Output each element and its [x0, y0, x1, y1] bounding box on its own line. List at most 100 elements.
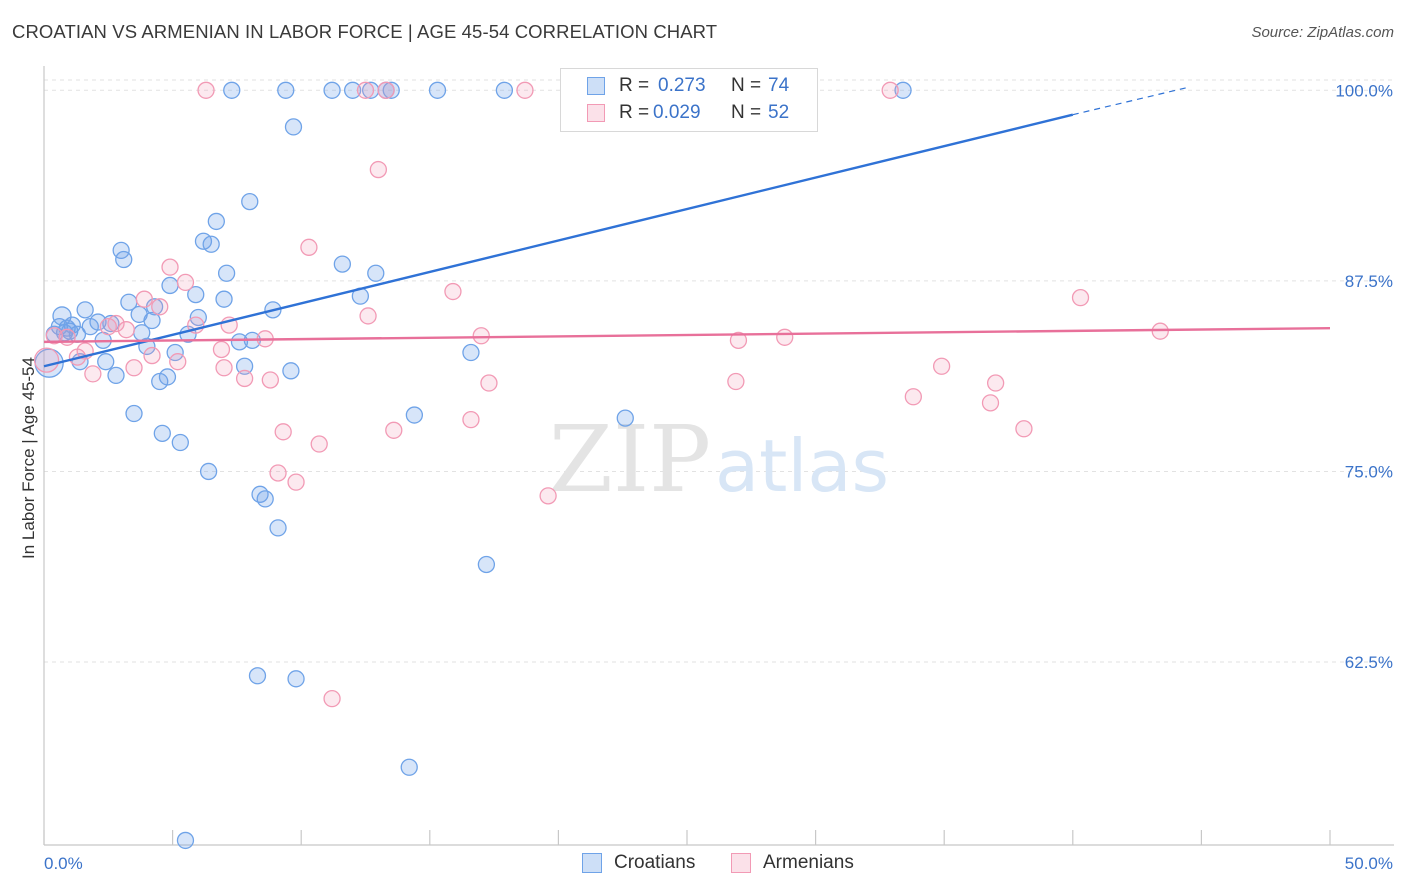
armenian-point	[300, 238, 318, 256]
legend-item-croatians[interactable]: Croatians	[582, 852, 712, 876]
axes	[43, 66, 1394, 846]
legend-item-armenians[interactable]: Armenians	[731, 852, 871, 876]
x-tick-label: 0.0%	[44, 854, 83, 873]
croatian-point	[287, 670, 305, 688]
armenian-point	[107, 314, 125, 333]
armenian-point	[377, 81, 395, 99]
n-label: N =	[731, 75, 762, 96]
armenian-point	[359, 307, 377, 325]
watermark: ZIP atlas	[549, 406, 889, 513]
croatian-point	[269, 519, 287, 537]
croatians-swatch-icon	[587, 77, 605, 95]
armenian-point	[385, 421, 403, 439]
croatian-point	[256, 490, 274, 508]
armenian-point	[356, 81, 375, 99]
armenian-point	[143, 346, 161, 365]
r-label: R =	[619, 75, 650, 96]
armenian-point	[729, 331, 748, 349]
croatian-point	[171, 433, 189, 452]
croatian-point	[367, 264, 385, 282]
armenian-point	[444, 282, 462, 301]
armenian-point	[169, 353, 187, 371]
armenian-point	[58, 328, 76, 346]
source-label: Source: ZipAtlas.com	[1251, 24, 1394, 41]
legend-row-armenians: R = 0.029 N = 52	[561, 102, 817, 126]
croatians-trend-line	[43, 113, 1074, 368]
armenian-point	[369, 160, 388, 179]
n-value: 74	[768, 75, 790, 96]
armenian-point	[539, 487, 557, 505]
croatian-point	[343, 81, 362, 99]
armenian-point	[1015, 420, 1033, 438]
armenian-point	[310, 435, 328, 453]
croatian-point	[616, 409, 634, 427]
y-tick-label: 75.0%	[1345, 462, 1393, 481]
croatian-point	[153, 424, 171, 442]
armenian-point	[1071, 288, 1090, 307]
croatian-point	[115, 250, 133, 269]
armenian-point	[215, 359, 233, 377]
croatian-point	[400, 758, 418, 776]
croatian-point	[217, 264, 236, 282]
armenians-legend-icon	[731, 853, 751, 873]
y-tick-label: 62.5%	[1345, 653, 1393, 672]
croatian-point	[333, 255, 352, 273]
croatians-legend-label: Croatians	[614, 852, 696, 873]
armenian-point	[197, 81, 215, 99]
croatian-point	[97, 353, 115, 371]
armenian-point	[981, 394, 1000, 412]
r-value: 0.029	[653, 102, 701, 123]
data-points	[33, 81, 1169, 850]
armenian-point	[135, 290, 153, 308]
croatian-point	[241, 192, 259, 211]
legend-row-croatians: R = 0.273 N = 74	[561, 75, 817, 99]
armenians-legend-label: Armenians	[763, 852, 854, 873]
croatian-point	[248, 667, 267, 685]
r-label: R =	[619, 102, 650, 123]
croatian-point	[58, 319, 76, 337]
armenian-point	[261, 371, 279, 389]
watermark-atlas: atlas	[715, 424, 889, 508]
croatian-point	[89, 313, 107, 331]
croatian-point	[428, 81, 447, 99]
croatian-point	[143, 311, 161, 330]
croatian-point	[477, 555, 496, 574]
croatian-point	[176, 831, 195, 850]
croatian-point	[894, 81, 912, 99]
croatian-point	[277, 81, 295, 99]
stats-legend: R = 0.273 N = 74 R = 0.029 N = 52	[560, 68, 818, 132]
croatian-point	[158, 368, 177, 386]
armenian-point	[151, 298, 169, 316]
armenian-point	[287, 473, 305, 491]
armenians-points	[33, 81, 1169, 708]
croatian-point	[199, 462, 218, 481]
armenian-point	[727, 372, 745, 391]
armenian-point	[323, 689, 341, 708]
armenian-point	[33, 347, 60, 373]
croatians-trend-extension	[1072, 86, 1189, 116]
croatian-point	[323, 81, 341, 99]
x-tick-label: 50.0%	[1345, 854, 1393, 873]
armenian-point	[269, 464, 287, 482]
armenian-point	[480, 374, 498, 392]
chart-title: CROATIAN VS ARMENIAN IN LABOR FORCE | AG…	[12, 21, 718, 42]
croatian-point	[187, 285, 205, 304]
croatian-point	[102, 314, 120, 333]
y-tick-label: 100.0%	[1335, 81, 1393, 100]
croatian-point	[161, 276, 179, 295]
croatian-point	[235, 357, 254, 375]
croatian-point	[230, 333, 249, 351]
y-tick-label: 87.5%	[1345, 272, 1393, 291]
croatian-point	[282, 362, 300, 380]
croatian-point	[405, 406, 424, 424]
armenian-point	[84, 365, 102, 383]
trend-lines	[43, 86, 1331, 368]
armenian-point	[776, 328, 794, 346]
armenian-point	[176, 273, 195, 292]
armenians-trend-line	[43, 326, 1331, 344]
croatian-point	[207, 212, 225, 231]
croatian-point	[382, 81, 400, 99]
armenian-point	[235, 369, 254, 388]
croatian-point	[284, 118, 303, 136]
